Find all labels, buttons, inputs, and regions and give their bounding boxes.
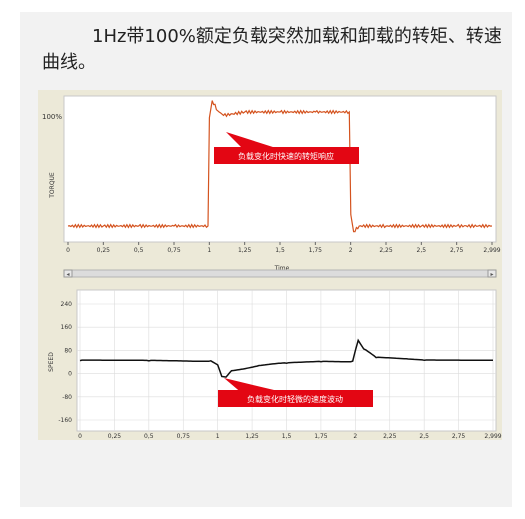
torque-x-tick-label: 2,999 [483,247,500,254]
speed-x-tick-label: 0,5 [144,433,154,440]
torque-x-tick-label: 2 [349,247,353,254]
torque-annotation-text: 负载变化时快速的转矩响应 [238,151,334,161]
speed-x-tick-label: 0,25 [108,433,122,440]
speed-y-label: SPEED [48,352,55,372]
torque-x-tick-label: 1 [207,247,211,254]
speed-y-tick-label: 0 [68,371,72,378]
speed-x-tick-label: 2 [353,433,357,440]
speed-annotation: 负载变化时轻微的速度波动 [218,378,373,407]
scroll-right-arrow-icon: ▸ [490,271,493,278]
torque-x-tick-label: 0,5 [134,247,144,254]
scroll-left-button[interactable] [63,269,73,278]
torque-chart: TORQUE 100% 0 0,25 0,5 0,75 1 1,25 1,5 1,75 2 2,2… [42,95,501,272]
speed-x-tick-label: 1 [216,433,220,440]
speed-x-ticks: 0 0,25 0,5 0,75 1 1,25 1,5 1,75 2 2,25 2,5 2,75 2,99… [78,433,502,440]
speed-callout-box [218,390,373,407]
torque-x-label: Time [274,265,290,272]
speed-chart: 240 160 80 0 -80 -160 SPEED 0 0,25 0,5 0,75 1 1,25… [48,289,502,440]
torque-x-tick-label: 0,25 [97,247,111,254]
speed-x-tick-label: 2,999 [484,433,501,440]
speed-x-tick-label: 1,75 [314,433,328,440]
torque-x-ticks: 0 0,25 0,5 0,75 1 1,25 1,5 1,75 2 2,25 2,5 2,75 2,99… [66,242,501,254]
scroll-right-button[interactable] [487,269,497,278]
torque-series-line [67,100,493,233]
chart-svg: TORQUE 100% 0 0,25 0,5 0,75 1 1,25 1,5 1,75 2 2,2… [42,95,502,440]
torque-x-tick-label: 2,75 [450,247,464,254]
torque-x-tick-label: 2,25 [379,247,393,254]
torque-x-tick-label: 1,25 [238,247,252,254]
torque-y-tick-label: 100% [42,113,62,121]
torque-plot-area [63,95,497,243]
speed-series-line [79,338,493,378]
scrollbar-track[interactable] [63,269,497,278]
time-scrollbar[interactable]: ◂ ▸ [63,269,497,278]
speed-y-tick-label: -80 [62,394,72,401]
speed-x-tick-label: 2,75 [452,433,466,440]
speed-x-tick-label: 2,25 [383,433,397,440]
torque-x-tick-label: 1,75 [309,247,323,254]
torque-callout-box [214,147,359,164]
speed-y-tick-label: 160 [61,324,73,331]
torque-x-tick-label: 0,75 [167,247,181,254]
speed-y-ticks: 240 160 80 0 -80 -160 [58,301,72,424]
torque-annotation: 负载变化时快速的转矩响应 [214,132,359,164]
speed-y-tick-label: 80 [64,347,72,354]
speed-x-tick-label: 0 [78,433,82,440]
figure-caption: 1Hz带100%额定负载突然加载和卸载的转矩、转速曲线。 [42,26,502,73]
speed-y-tick-label: -160 [58,417,72,424]
torque-x-tick-label: 0 [66,247,70,254]
torque-x-tick-label: 1,5 [275,247,285,254]
speed-y-tick-label: 240 [61,301,73,308]
torque-x-tick-label: 2,5 [417,247,427,254]
torque-y-label: TORQUE [49,172,56,199]
speed-x-tick-label: 1,25 [245,433,259,440]
speed-x-tick-label: 2,5 [419,433,429,440]
speed-annotation-text: 负载变化时轻微的速度波动 [247,394,343,404]
chart-panel: TORQUE 100% 0 0,25 0,5 0,75 1 1,25 1,5 1,75 2 2,2… [38,90,502,440]
speed-x-tick-label: 1,5 [282,433,292,440]
scroll-left-arrow-icon: ◂ [66,271,69,278]
speed-x-tick-label: 0,75 [177,433,191,440]
